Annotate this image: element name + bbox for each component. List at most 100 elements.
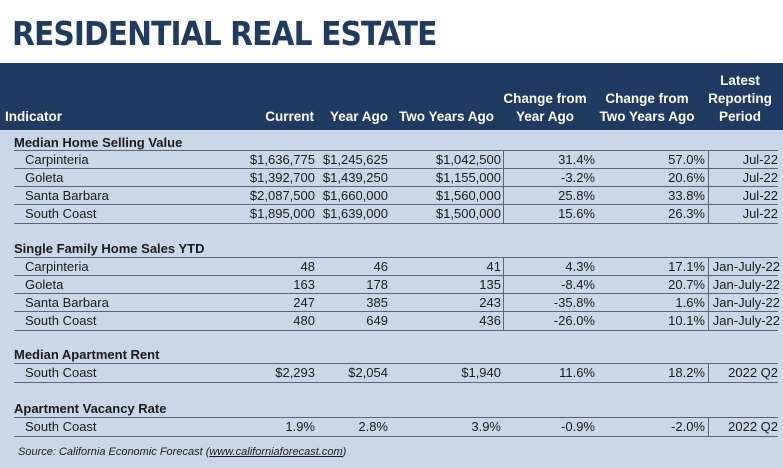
cell-current: 163	[293, 277, 315, 292]
cell-period: Jan-July-22	[712, 313, 780, 328]
column-divider	[708, 417, 709, 436]
source-note: Source: California Economic Forecast (ww…	[18, 446, 346, 458]
row-label: South Coast	[25, 365, 97, 380]
cell-change-two: -2.0%	[671, 419, 705, 434]
cell-current: 1.9%	[285, 419, 315, 434]
header-change-two: Change from Two Years Ago	[596, 90, 698, 126]
column-divider	[503, 150, 504, 224]
row-label: South Coast	[25, 206, 97, 221]
row-label: Goleta	[25, 170, 64, 185]
row-divider	[14, 275, 778, 276]
row-divider	[14, 293, 778, 294]
header-change-year-line2: Year Ago	[515, 109, 575, 124]
section-title: Median Apartment Rent	[14, 347, 160, 362]
cell-change-year: -26.0%	[553, 313, 595, 328]
row-label: Carpinteria	[25, 152, 89, 167]
cell-change-two: 57.0%	[668, 152, 705, 167]
column-divider	[708, 258, 709, 330]
cell-period: 2022 Q2	[728, 419, 778, 434]
row-divider	[14, 204, 778, 205]
cell-change-two: 20.6%	[668, 170, 705, 185]
cell-current: $1,636,775	[249, 152, 315, 167]
cell-current: 48	[300, 259, 315, 274]
cell-change-two: 10.1%	[668, 313, 705, 328]
cell-year-ago: 2.8%	[358, 419, 388, 434]
cell-current: $2,293	[275, 365, 315, 380]
cell-period: Jan-July-22	[712, 295, 780, 310]
column-divider	[708, 150, 709, 224]
cell-change-two: 20.7%	[668, 277, 705, 292]
cell-year-ago: $1,660,000	[322, 188, 388, 203]
row-label: Carpinteria	[25, 259, 89, 274]
cell-two-years-ago: 243	[479, 295, 501, 310]
header-year-ago: Year Ago	[329, 109, 388, 124]
cell-two-years-ago: $1,500,000	[435, 206, 501, 221]
header-period-line2: Reporting	[708, 91, 772, 106]
cell-period: Jul-22	[742, 152, 778, 167]
cell-change-year: 25.8%	[558, 188, 595, 203]
column-divider	[708, 363, 709, 382]
header-two-years-ago: Two Years Ago	[398, 109, 494, 124]
cell-period: Jan-July-22	[712, 259, 780, 274]
source-prefix: Source: California Economic Forecast (	[18, 446, 210, 458]
cell-current: 247	[293, 295, 315, 310]
row-divider	[14, 382, 778, 383]
cell-change-year: 31.4%	[558, 152, 595, 167]
cell-change-two: 1.6%	[675, 295, 705, 310]
column-divider	[503, 258, 504, 330]
cell-change-year: 11.6%	[559, 365, 595, 380]
page-title: RESIDENTIAL REAL ESTATE	[12, 14, 437, 53]
cell-period: Jan-July-22	[712, 277, 780, 292]
header-change-two-line1: Change from	[605, 91, 689, 106]
row-divider	[14, 168, 778, 169]
cell-current: 480	[293, 313, 315, 328]
row-divider	[14, 417, 778, 418]
row-label: Santa Barbara	[25, 295, 109, 310]
header-change-year: Change from Year Ago	[496, 90, 594, 126]
cell-year-ago: 649	[366, 313, 388, 328]
cell-change-year: 15.6%	[558, 206, 595, 221]
cell-two-years-ago: $1,940	[461, 365, 501, 380]
cell-current: $1,895,000	[249, 206, 315, 221]
cell-period: Jul-22	[742, 206, 778, 221]
header-period-line3: Period	[718, 109, 761, 124]
cell-change-two: 33.8%	[668, 188, 705, 203]
header-period: Latest Reporting Period	[700, 72, 780, 126]
row-divider	[14, 186, 778, 187]
cell-current: $2,087,500	[249, 188, 315, 203]
source-suffix: )	[342, 446, 347, 458]
row-divider	[14, 436, 778, 437]
cell-change-year: -8.4%	[561, 277, 595, 292]
row-divider	[14, 311, 778, 312]
cell-two-years-ago: $1,560,000	[435, 188, 501, 203]
source-link[interactable]: www.californiaforecast.com	[209, 446, 343, 458]
row-divider	[14, 257, 778, 258]
cell-current: $1,392,700	[249, 170, 315, 185]
row-label: South Coast	[25, 313, 97, 328]
row-divider	[14, 223, 778, 224]
cell-year-ago: $2,054	[348, 365, 388, 380]
cell-period: Jul-22	[742, 170, 778, 185]
row-divider	[14, 150, 778, 151]
row-divider	[14, 330, 778, 331]
cell-change-two: 17.1%	[668, 259, 705, 274]
section-title: Single Family Home Sales YTD	[14, 241, 205, 256]
row-label: South Coast	[25, 419, 97, 434]
cell-year-ago: $1,245,625	[322, 152, 388, 167]
cell-two-years-ago: 135	[479, 277, 501, 292]
header-period-line1: Latest	[720, 73, 760, 88]
cell-change-year: -3.2%	[561, 170, 595, 185]
cell-change-year: 4.3%	[565, 259, 595, 274]
cell-change-year: -35.8%	[553, 295, 595, 310]
section-title: Median Home Selling Value	[14, 135, 183, 150]
header-change-two-line2: Two Years Ago	[599, 109, 695, 124]
row-label: Goleta	[25, 277, 64, 292]
cell-year-ago: 178	[366, 277, 388, 292]
header-change-year-line1: Change from	[503, 91, 587, 106]
cell-period: Jul-22	[742, 188, 778, 203]
header-indicator: Indicator	[5, 109, 63, 124]
table-header: Indicator Current Year Ago Two Years Ago…	[0, 63, 783, 130]
cell-two-years-ago: $1,042,500	[435, 152, 501, 167]
cell-year-ago: $1,639,000	[322, 206, 388, 221]
row-divider	[14, 363, 778, 364]
